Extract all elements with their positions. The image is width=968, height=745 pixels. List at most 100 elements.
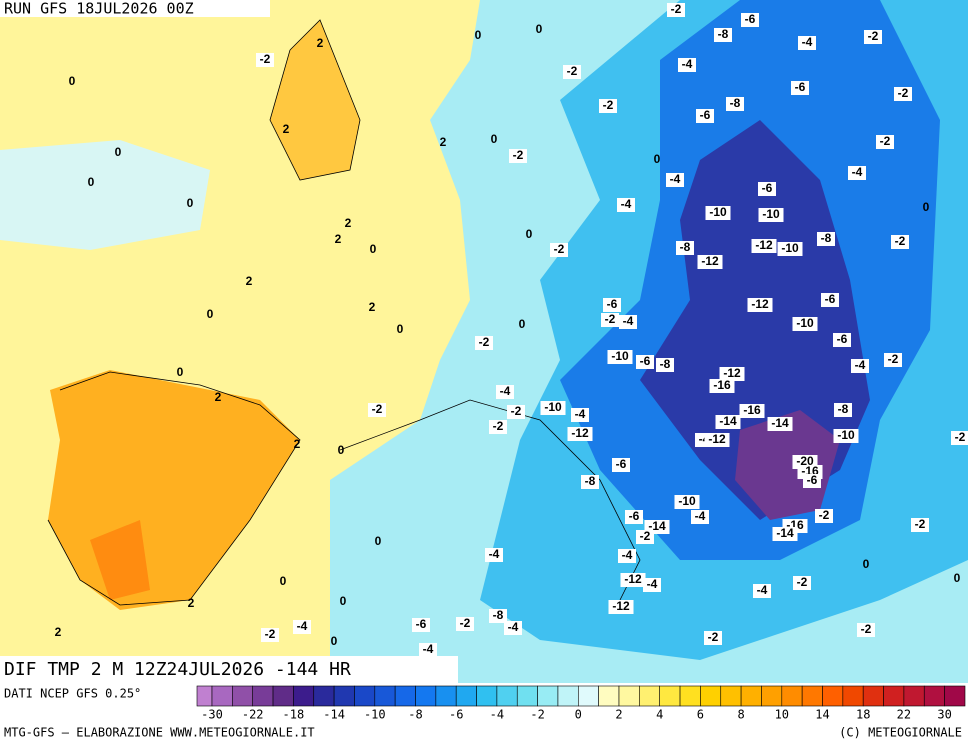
contour-label: -2 xyxy=(640,529,651,543)
contour-label: 0 xyxy=(280,574,287,588)
colorbar-tick-label: -6 xyxy=(449,708,463,722)
label-box xyxy=(509,149,527,163)
color-swatch xyxy=(577,685,599,707)
contour-label: -6 xyxy=(640,354,651,368)
label-box xyxy=(767,417,793,431)
contour-label: -6 xyxy=(616,457,627,471)
contour-label: -10 xyxy=(709,205,727,219)
contour-label: -6 xyxy=(825,292,836,306)
label-box xyxy=(911,518,929,532)
label-box xyxy=(293,620,311,634)
map-title: DIF TMP 2 M 12Z24JUL2026 -144 HR xyxy=(4,659,351,680)
contour-label: -6 xyxy=(762,181,773,195)
contour-label: -14 xyxy=(719,414,737,428)
contour-label: 0 xyxy=(187,196,194,210)
contour-label: 0 xyxy=(475,28,482,42)
copyright-label: (C) METEOGIORNALE xyxy=(839,726,962,740)
label-box xyxy=(619,315,637,329)
contour-label: -2 xyxy=(861,622,872,636)
colorbar-tick-label: 14 xyxy=(815,708,829,722)
contour-label: -2 xyxy=(265,627,276,641)
color-swatch xyxy=(679,685,701,707)
contour-label: -8 xyxy=(660,357,671,371)
contour-label: 2 xyxy=(215,390,222,404)
color-swatch xyxy=(659,685,681,707)
label-box xyxy=(851,359,869,373)
colorbar-tick-label: 0 xyxy=(575,708,582,722)
contour-label: -6 xyxy=(807,473,818,487)
run-box xyxy=(0,0,270,17)
colorbar-tick-label: -18 xyxy=(283,708,305,722)
contour-label: -12 xyxy=(751,297,769,311)
color-swatch xyxy=(354,685,376,707)
contour-label: 0 xyxy=(115,145,122,159)
contour-label: -4 xyxy=(695,509,706,523)
label-box xyxy=(504,621,522,635)
label-box xyxy=(608,600,634,614)
contour-label: -2 xyxy=(708,630,719,644)
label-box xyxy=(656,358,674,372)
label-box xyxy=(691,510,709,524)
contour-label: -8 xyxy=(730,96,741,110)
color-swatch xyxy=(598,685,620,707)
color-swatch xyxy=(516,685,538,707)
contour-label: -4 xyxy=(682,57,693,71)
label-box xyxy=(563,65,581,79)
contour-label: -4 xyxy=(757,583,768,597)
label-box xyxy=(747,298,773,312)
contour-label: -2 xyxy=(493,419,504,433)
colorbar-tick-label: 8 xyxy=(737,708,744,722)
contour-label: -6 xyxy=(416,617,427,631)
contour-label: -2 xyxy=(671,2,682,16)
contour-label: 0 xyxy=(654,152,661,166)
contour-label: -4 xyxy=(423,642,434,656)
contour-label: -2 xyxy=(880,134,891,148)
colorbar-tick-label: 18 xyxy=(856,708,870,722)
colorbar-tick-label: -30 xyxy=(201,708,223,722)
color-swatch xyxy=(903,685,925,707)
contour-label: -4 xyxy=(852,165,863,179)
contour-label: -4 xyxy=(575,407,586,421)
label-box xyxy=(607,350,633,364)
colorbar-tick-label: 30 xyxy=(937,708,951,722)
label-box xyxy=(791,81,809,95)
contour-label: -6 xyxy=(837,332,848,346)
contour-label: -4 xyxy=(670,172,681,186)
color-swatch xyxy=(333,685,355,707)
contour-label: -2 xyxy=(260,52,271,66)
label-box xyxy=(620,573,646,587)
contour-label: -6 xyxy=(745,12,756,26)
label-box xyxy=(599,99,617,113)
contour-label: -2 xyxy=(955,430,966,444)
label-box xyxy=(696,109,714,123)
label-box xyxy=(758,208,784,222)
colorbar-tick-label: 10 xyxy=(775,708,789,722)
label-box xyxy=(636,530,654,544)
label-box xyxy=(612,458,630,472)
contour-label: 2 xyxy=(345,216,352,230)
color-swatch xyxy=(476,685,498,707)
contour-label: -6 xyxy=(795,80,806,94)
color-swatch xyxy=(313,685,335,707)
color-swatch xyxy=(862,685,884,707)
color-swatch xyxy=(252,685,274,707)
label-box xyxy=(815,509,833,523)
contour-label: -2 xyxy=(554,242,565,256)
contour-label: -2 xyxy=(797,575,808,589)
contour-label: 0 xyxy=(863,557,870,571)
contour-label: -14 xyxy=(771,416,789,430)
contour-label: 0 xyxy=(923,200,930,214)
map-background xyxy=(0,0,968,683)
label-box xyxy=(625,510,643,524)
label-box xyxy=(674,495,700,509)
contour-label: -10 xyxy=(781,241,799,255)
label-box xyxy=(894,87,912,101)
contour-label: 0 xyxy=(177,365,184,379)
label-box xyxy=(666,173,684,187)
color-swatch xyxy=(196,685,213,707)
colorbar-tick-label: -2 xyxy=(530,708,544,722)
contour-label: -8 xyxy=(838,402,849,416)
label-box xyxy=(697,255,723,269)
contour-label: -12 xyxy=(708,432,726,446)
contour-label: -12 xyxy=(612,599,630,613)
